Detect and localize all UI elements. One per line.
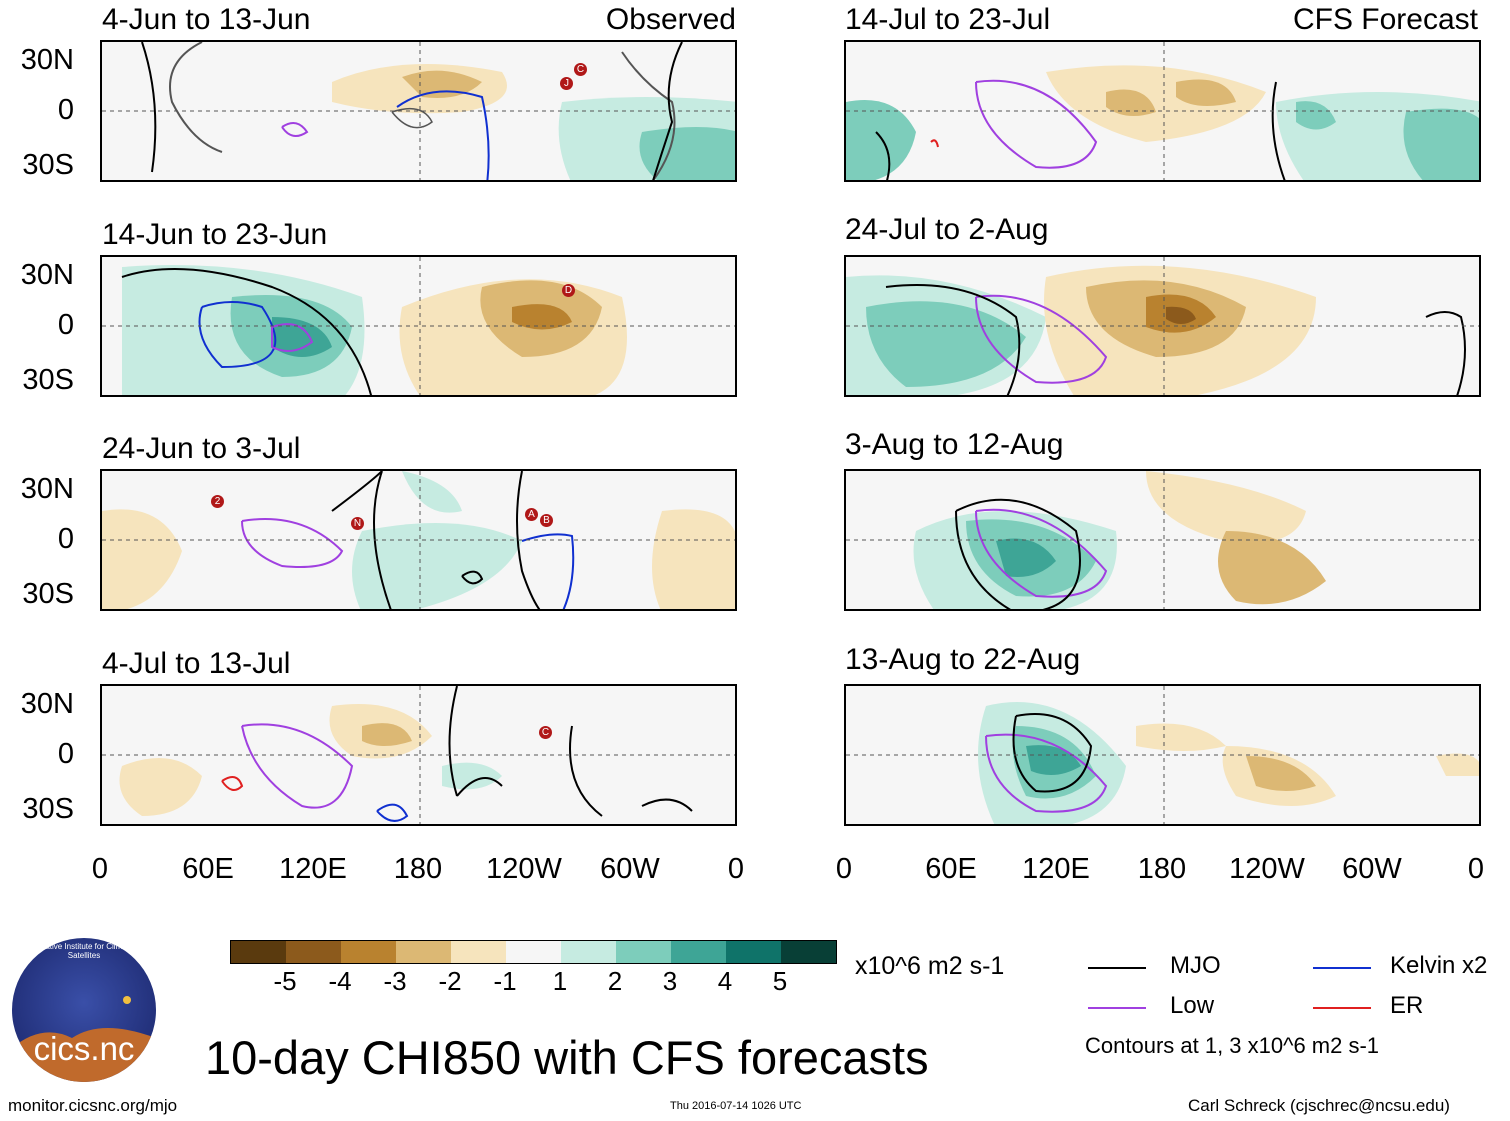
lon-tick: 60E	[925, 853, 977, 885]
lon-tick: 180	[1137, 853, 1187, 885]
lat-30s: 30S	[22, 149, 74, 181]
colorbar-label: -2	[438, 966, 462, 996]
storm-marker: A	[525, 508, 538, 521]
lat-30n: 30N	[20, 473, 74, 505]
mjo-line	[1088, 967, 1146, 969]
panel-title-6: 24-Jul to 2-Aug	[845, 213, 1049, 246]
logo-text: cics.nc	[33, 1030, 135, 1067]
lat-30s: 30S	[22, 793, 74, 825]
lon-tick: 60W	[1342, 853, 1402, 885]
map-panel-8	[844, 684, 1481, 826]
er-line	[1313, 1007, 1371, 1009]
lat-30n: 30N	[20, 44, 74, 76]
lon-tick: 0	[835, 853, 853, 885]
storm-marker: N	[351, 517, 364, 530]
map-panel-2	[100, 255, 737, 397]
map-panel-5	[844, 40, 1481, 182]
colorbar-label: 1	[552, 966, 568, 996]
storm-marker: D	[562, 284, 575, 297]
lon-tick: 0	[1467, 853, 1485, 885]
legend-low: Low	[1170, 992, 1215, 1019]
legend-kelvin: Kelvin x2	[1390, 952, 1488, 979]
footer-author: Carl Schreck (cjschrec@ncsu.edu)	[1188, 1096, 1450, 1115]
lat-eq: 0	[57, 738, 74, 770]
map-panel-3	[100, 469, 737, 611]
colorbar-label: 4	[717, 966, 733, 996]
lon-tick: 120E	[279, 853, 347, 885]
lat-30n: 30N	[20, 688, 74, 720]
map-panel-4	[100, 684, 737, 826]
storm-marker: 2	[211, 495, 224, 508]
colorbar-label: -5	[273, 966, 297, 996]
cics-logo: Cooperative Institute for Climate and Sa…	[12, 938, 156, 1082]
lon-tick: 60E	[182, 853, 234, 885]
lon-tick: 120W	[1229, 853, 1305, 885]
colorbar-label: -1	[493, 966, 517, 996]
footer-url: monitor.cicsnc.org/mjo	[8, 1096, 178, 1115]
colorbar-label: -4	[328, 966, 352, 996]
panel-title-3: 24-Jun to 3-Jul	[102, 432, 301, 465]
units-label: x10^6 m2 s-1	[855, 952, 1005, 980]
legend-mjo: MJO	[1170, 952, 1221, 979]
storm-marker: C	[539, 726, 552, 739]
contours-note: Contours at 1, 3 x10^6 m2 s-1	[1085, 1033, 1380, 1058]
panel-title-1: 4-Jun to 13-Jun	[102, 3, 311, 36]
colorbar	[230, 940, 837, 964]
main-title: 10-day CHI850 with CFS forecasts	[205, 1031, 929, 1084]
storm-marker: J	[560, 77, 573, 90]
map-panel-1	[100, 40, 737, 182]
low-line	[1088, 1007, 1146, 1009]
storm-marker: C	[574, 63, 587, 76]
lat-eq: 0	[57, 523, 74, 555]
lon-tick: 120W	[486, 853, 562, 885]
kelvin-line	[1313, 967, 1371, 969]
panel-title-4: 4-Jul to 13-Jul	[102, 647, 291, 680]
lon-tick: 120E	[1022, 853, 1090, 885]
panel-title-2: 14-Jun to 23-Jun	[102, 218, 328, 251]
lon-tick: 0	[727, 853, 745, 885]
lat-eq: 0	[57, 94, 74, 126]
lon-tick: 0	[91, 853, 109, 885]
observed-label: Observed	[605, 3, 736, 36]
lat-30s: 30S	[22, 578, 74, 610]
lon-tick: 60W	[600, 853, 660, 885]
panel-title-5: 14-Jul to 23-Jul	[845, 3, 1051, 36]
map-panel-6	[844, 255, 1481, 397]
logo-ring-text: Cooperative Institute for Climate and Sa…	[19, 942, 149, 960]
panel-title-8: 13-Aug to 22-Aug	[845, 643, 1081, 676]
lat-eq: 0	[57, 309, 74, 341]
lat-30s: 30S	[22, 364, 74, 396]
lat-30n: 30N	[20, 259, 74, 291]
forecast-label: CFS Forecast	[1292, 3, 1478, 36]
colorbar-label: 5	[772, 966, 788, 996]
colorbar-label: 3	[662, 966, 678, 996]
storm-marker: B	[540, 514, 553, 527]
colorbar-label: -3	[383, 966, 407, 996]
panel-title-7: 3-Aug to 12-Aug	[845, 428, 1064, 461]
map-panel-7	[844, 469, 1481, 611]
lon-tick: 180	[393, 853, 443, 885]
legend-er: ER	[1390, 992, 1424, 1019]
footer-timestamp: Thu 2016-07-14 1026 UTC	[670, 1100, 802, 1112]
colorbar-label: 2	[607, 966, 623, 996]
